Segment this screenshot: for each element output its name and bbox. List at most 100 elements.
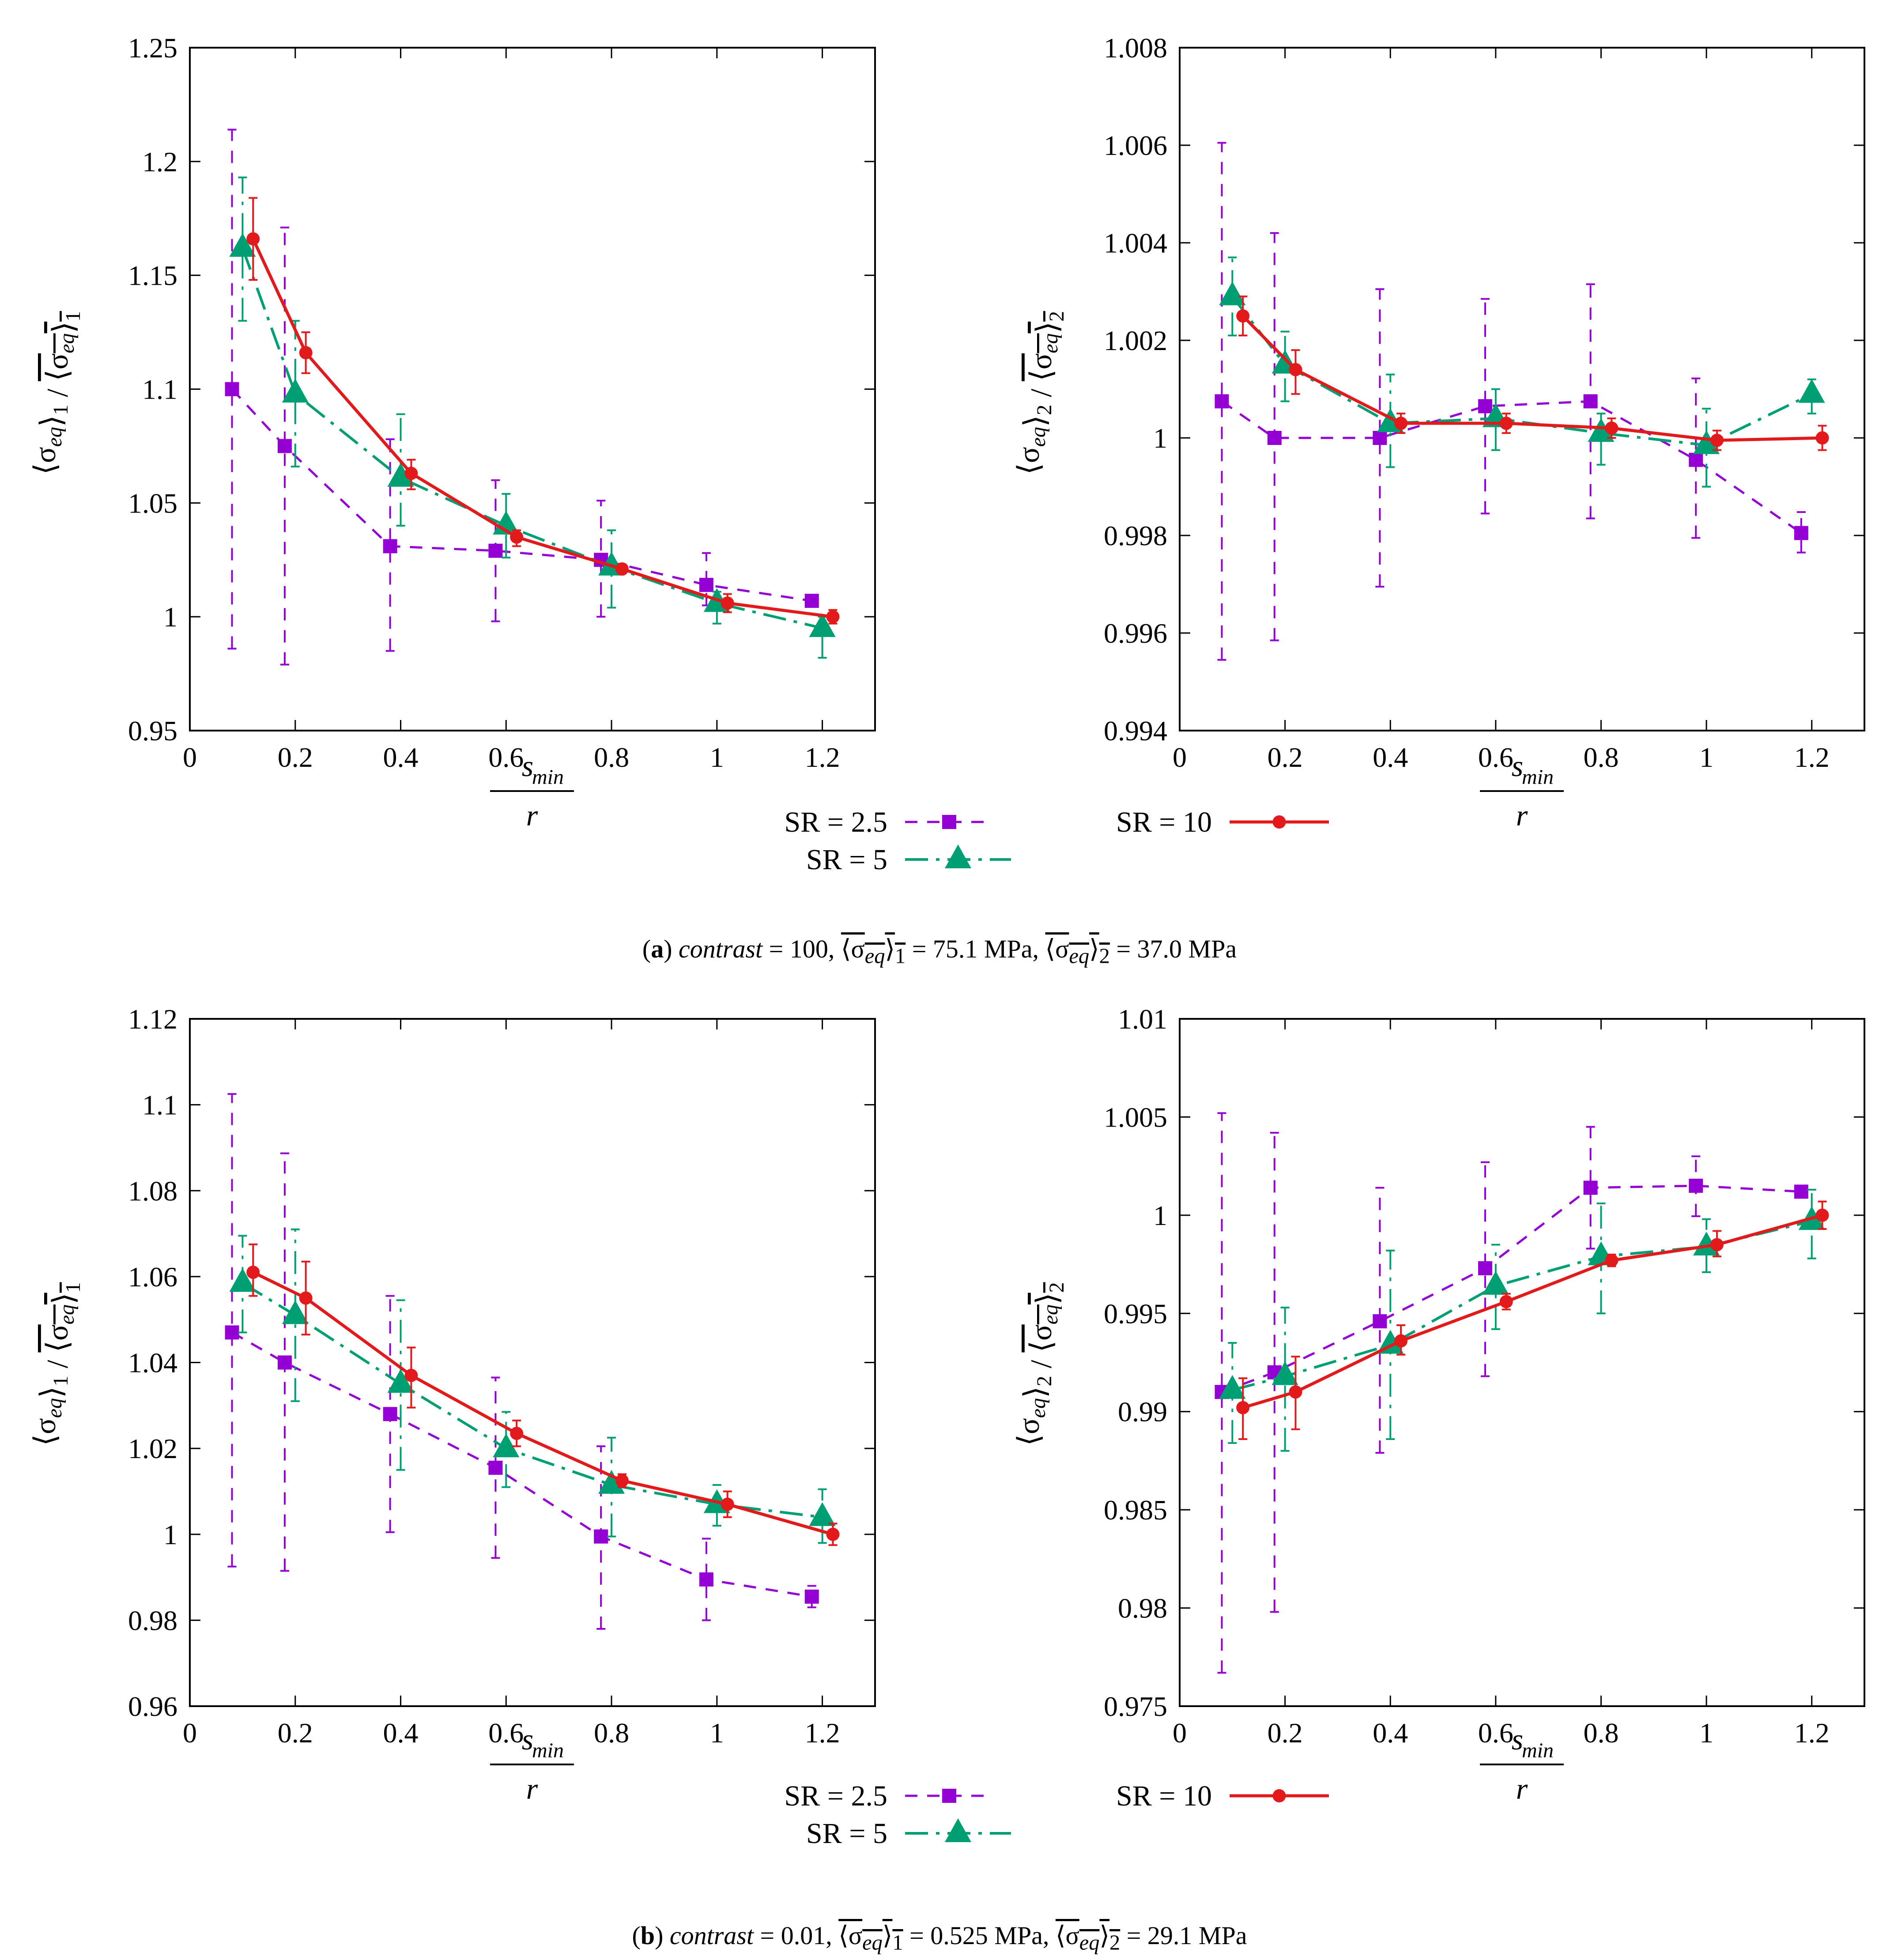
series-sr5: [1219, 1189, 1825, 1452]
data-point: [1815, 431, 1829, 445]
series-sr10: [1236, 1200, 1829, 1440]
data-point: [1478, 399, 1492, 414]
data-point: [804, 1589, 819, 1604]
legend-marker-sr10: [1272, 1789, 1286, 1802]
x-tick-label: 1: [710, 1717, 724, 1749]
y-tick-label: 0.98: [128, 1605, 177, 1636]
y-tick-label: 1.01: [1118, 1003, 1167, 1035]
series-line: [1241, 315, 1822, 442]
y-label-text: ⟨σeq⟩1 / ⟨σeq⟩1: [28, 311, 85, 475]
data-point: [299, 346, 313, 359]
y-tick-label: 0.99: [1118, 1396, 1167, 1428]
series-sr10: [1236, 295, 1829, 451]
data-point: [299, 1291, 313, 1305]
data-point: [1394, 1334, 1408, 1348]
legend-marker-sr25: [942, 1789, 956, 1803]
legend-marker-sr5: [945, 844, 971, 868]
series-sr5: [229, 176, 836, 659]
y-tick-label: 0.98: [1118, 1593, 1167, 1624]
y-tick-label: 1.1: [142, 1089, 177, 1121]
data-point: [826, 1527, 840, 1541]
y-tick-label: 1: [163, 1519, 177, 1550]
caption-b: (b) contrast = 0.01, ⟨σeq⟩1 = 0.525 MPa,…: [632, 1921, 1247, 1955]
legend: SR = 2.5 SR = 10 SR = 5: [785, 806, 1329, 876]
series-line: [1221, 1184, 1801, 1393]
series-sr25: [1215, 142, 1808, 661]
data-point: [1236, 309, 1250, 323]
legend-marker-sr10: [1272, 815, 1286, 829]
data-point: [826, 610, 840, 624]
data-point: [1605, 421, 1619, 435]
data-point: [1583, 1180, 1598, 1195]
series-sr25: [1215, 1112, 1808, 1674]
data-point: [1215, 394, 1229, 409]
data-point: [615, 562, 629, 576]
y-tick-label: 1.008: [1104, 32, 1167, 64]
y-tick-label: 1.004: [1104, 227, 1167, 259]
x-label-subscript: min: [532, 765, 564, 789]
y-label-text: ⟨σeq⟩2 / ⟨σeq⟩2: [1012, 1282, 1068, 1446]
data-point: [804, 594, 819, 608]
data-point: [594, 1529, 608, 1544]
data-point: [1482, 1271, 1509, 1295]
y-tick-label: 1.12: [128, 1003, 177, 1035]
data-point: [1693, 430, 1720, 454]
x-tick-label: 0.4: [383, 742, 419, 773]
data-point: [246, 1266, 260, 1279]
y-label-text: ⟨σeq⟩1 / ⟨σeq⟩1: [28, 1282, 85, 1446]
data-point: [1499, 416, 1513, 430]
x-tick-label: 0.4: [1373, 742, 1408, 773]
data-point: [404, 1368, 418, 1382]
x-tick-label: 0.2: [278, 1717, 313, 1749]
y-tick-label: 1.05: [128, 487, 177, 519]
legend-label-sr25: SR = 2.5: [785, 806, 887, 838]
data-point: [1710, 1238, 1724, 1251]
data-point: [387, 463, 414, 487]
x-label-denominator: r: [526, 1772, 538, 1805]
data-point: [488, 1460, 503, 1475]
series-sr10: [246, 1243, 840, 1546]
y-axis-label: ⟨σeq⟩2 / ⟨σeq⟩2: [1012, 311, 1068, 475]
y-tick-label: 0.95: [128, 715, 177, 746]
chart-panel-b1: 0 0.2 0.4 0.6 0.8 1 1.2 0.96 0.98 1 1.02 1.04 1.06 1.…: [28, 1003, 876, 1805]
data-point: [383, 539, 397, 554]
data-point: [1478, 1261, 1492, 1275]
y-axis-label: ⟨σeq⟩1 / ⟨σeq⟩1: [28, 311, 85, 475]
data-point: [246, 232, 260, 246]
plot-frame: [1179, 1018, 1865, 1707]
data-point: [404, 467, 418, 480]
plot-frame: [189, 1018, 876, 1707]
y-tick-label: 1.08: [128, 1175, 177, 1206]
legend-label-sr5: SR = 5: [806, 1817, 887, 1850]
x-label-subscript: min: [532, 1739, 564, 1762]
y-tick-label: 1.02: [128, 1433, 177, 1464]
x-label-numerator: s: [522, 749, 533, 783]
y-tick-label: 0.975: [1104, 1691, 1167, 1722]
y-tick-label: 1: [1153, 422, 1167, 454]
data-point: [488, 543, 503, 558]
y-tick-label: 1.06: [128, 1261, 177, 1293]
y-tick-label: 0.985: [1104, 1494, 1167, 1526]
data-point: [510, 1427, 524, 1440]
x-tick-label: 0: [1173, 1717, 1187, 1749]
data-point: [721, 596, 734, 610]
y-tick-label: 0.998: [1104, 520, 1167, 551]
x-tick-label: 0.2: [278, 742, 313, 773]
data-point: [1689, 452, 1703, 467]
x-label-denominator: r: [1516, 799, 1528, 832]
data-point: [229, 233, 256, 257]
x-tick-label: 0.2: [1268, 742, 1303, 773]
series-sr5: [229, 1228, 836, 1544]
x-tick-label: 1.2: [1794, 742, 1830, 773]
data-point: [699, 1572, 713, 1587]
data-point: [1794, 1184, 1808, 1199]
series-line: [1232, 1220, 1812, 1391]
plot-frame: [1179, 47, 1865, 731]
data-point: [387, 1369, 414, 1393]
data-point: [1798, 379, 1825, 403]
series-line: [241, 1282, 823, 1519]
data-point: [277, 439, 292, 453]
